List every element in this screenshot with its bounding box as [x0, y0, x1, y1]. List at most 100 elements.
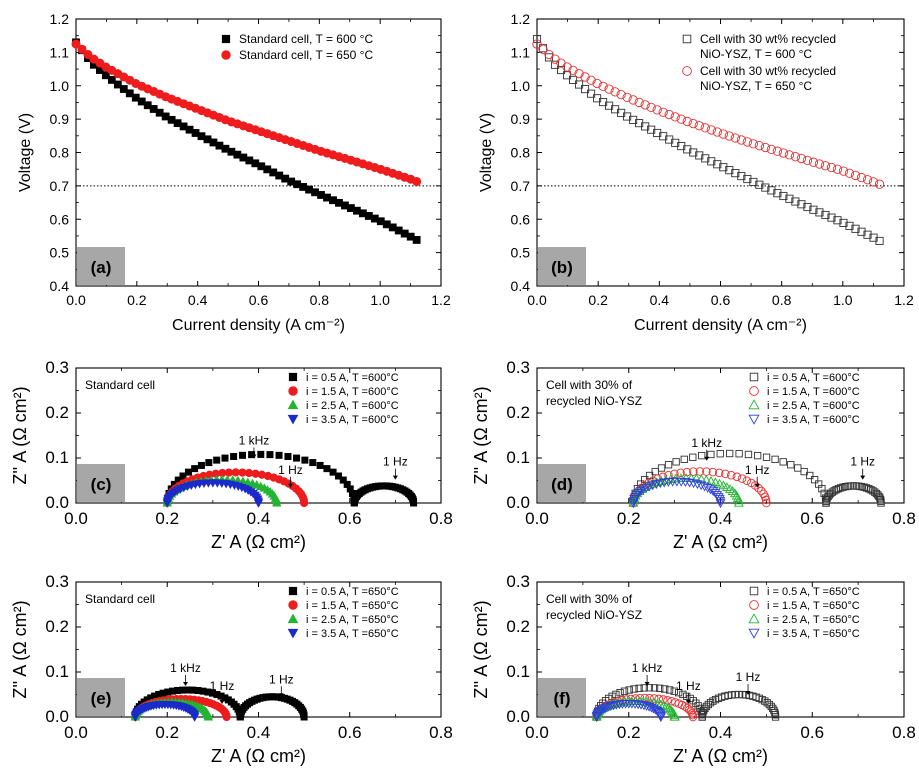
legend-marker [288, 386, 298, 396]
data-point [833, 216, 842, 225]
data-point [676, 114, 686, 124]
annotation-arrowhead [278, 693, 284, 698]
data-point [272, 498, 282, 507]
data-point [766, 144, 777, 155]
frequency-annotation: 1 Hz [278, 463, 303, 477]
series-0 [163, 450, 418, 507]
chart-panel-d: 0.0 0.2 0.4 0.6 0.8 0.0 0.1 0.2 0.3 Z' A (Ω cm²) Z… [471, 358, 916, 552]
y-axis-label: Z'' A (Ω cm²) [471, 600, 491, 698]
data-point [663, 703, 674, 712]
legend-marker [288, 600, 298, 610]
legend-marker [682, 66, 692, 76]
annotation-arrowhead [251, 454, 257, 459]
data-point [818, 484, 826, 493]
data-point [814, 159, 825, 169]
legend-marker [682, 34, 692, 44]
legend-marker [749, 386, 759, 396]
data-point [710, 477, 721, 487]
data-point [785, 194, 794, 203]
data-point [205, 459, 213, 467]
x-tick-label: 0.4 [247, 723, 271, 742]
data-point [742, 476, 752, 485]
data-point [707, 157, 716, 166]
y-tick-label: 0.4 [50, 278, 70, 294]
data-point [605, 702, 616, 711]
data-point [213, 456, 221, 464]
data-point [735, 450, 743, 458]
data-point [257, 450, 265, 458]
data-point [714, 478, 725, 488]
chart-panel-b: 0.0 0.2 0.4 0.6 0.8 1.0 1.2 0.4 0.5 0.6 0.7 0.8 0.9 1… [478, 11, 914, 334]
y-axis-label: Voltage (V) [478, 113, 495, 192]
data-point [702, 702, 711, 711]
legend-entry: i = 2.5 A, T =600°C [306, 400, 399, 412]
data-point [832, 164, 843, 174]
legend-entry: i = 0.5 A, T =650°C [306, 586, 399, 598]
panel-label: (b) [551, 258, 573, 277]
y-tick-label: 0.2 [506, 403, 530, 422]
data-point [683, 145, 692, 154]
data-point [867, 486, 875, 494]
data-point [754, 141, 764, 151]
panel-label: (f) [554, 689, 571, 708]
data-point [323, 465, 331, 473]
series-3 [130, 700, 200, 722]
data-point [670, 687, 678, 695]
x-tick-label: 0.0 [66, 292, 86, 308]
data-point [631, 491, 642, 500]
x-axis-label: Z' A (Ω cm²) [673, 532, 768, 552]
data-point [601, 703, 612, 713]
data-point [239, 451, 247, 459]
data-point [694, 121, 704, 131]
legend-entry: Standard cell, T = 650 °C [239, 48, 373, 62]
data-point [791, 197, 800, 206]
data-point [771, 455, 779, 463]
chart-panel-c: 0.0 0.2 0.4 0.6 0.8 0.0 0.1 0.2 0.3 Z' A (Ω cm²) Z… [10, 358, 453, 552]
data-point [692, 480, 703, 490]
x-tick-label: 0.6 [800, 723, 824, 742]
data-point [101, 71, 110, 80]
legend-marker [221, 50, 231, 60]
data-point [790, 152, 801, 162]
data-point [655, 713, 666, 723]
y-axis-label: Z'' A (Ω cm²) [10, 600, 30, 698]
data-point [684, 478, 695, 488]
data-point [550, 54, 560, 64]
data-point [797, 200, 806, 209]
data-point [826, 162, 837, 173]
data-point [708, 467, 718, 477]
series-1 [71, 39, 422, 187]
data-point [695, 467, 705, 476]
inset-label: Cell with 30% of recycled NiO-YSZ [546, 378, 642, 408]
data-point [587, 89, 596, 98]
data-point [771, 708, 779, 717]
legend-marker [748, 628, 760, 639]
data-point [762, 453, 771, 461]
data-point [125, 89, 134, 98]
data-point [610, 87, 620, 97]
legend-marker [288, 372, 298, 382]
data-point [119, 85, 128, 93]
x-tick-label: 0.0 [64, 723, 88, 742]
legend-marker [748, 613, 760, 624]
panel-label-box [77, 464, 125, 502]
legend-entry: i = 2.5 A, T =600°C [767, 400, 860, 412]
legend-entry: i = 1.5 A, T =650°C [767, 600, 860, 612]
x-tick-label: 0.4 [247, 509, 271, 528]
data-point [230, 452, 238, 460]
y-tick-label: 0.9 [511, 111, 531, 127]
data-point [658, 695, 668, 704]
x-tick-label: 0.2 [617, 723, 641, 742]
legend-marker [287, 613, 299, 624]
data-point [616, 689, 624, 697]
data-point [643, 480, 654, 490]
y-tick-label: 0.1 [506, 448, 530, 467]
data-point [197, 461, 205, 469]
y-tick-label: 0.0 [45, 707, 69, 726]
frequency-annotation: 1 Hz [850, 455, 875, 469]
legend-entry: i = 3.5 A, T =650°C [306, 628, 399, 640]
data-point [868, 177, 879, 187]
data-point [301, 456, 309, 464]
annotation-arrowhead [644, 682, 650, 686]
data-point [665, 686, 674, 694]
